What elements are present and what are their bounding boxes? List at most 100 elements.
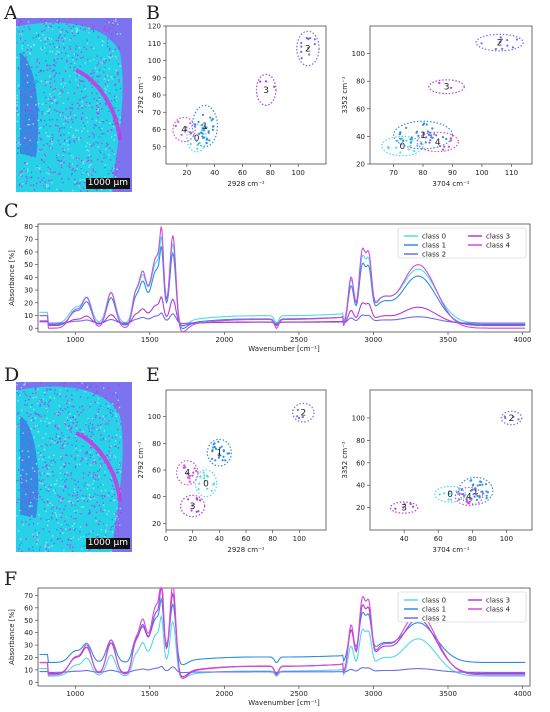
pixel: [16, 26, 18, 28]
pixel: [35, 79, 37, 82]
pixel: [49, 43, 51, 45]
pixel: [35, 36, 37, 38]
pixel: [23, 162, 26, 164]
pixel: [115, 526, 117, 528]
pixel: [71, 119, 73, 121]
scatter-point: [201, 127, 204, 130]
pixel: [53, 90, 55, 92]
y-tick-label: 100: [148, 57, 161, 65]
scatter-point: [300, 50, 303, 53]
pixel: [81, 107, 83, 109]
pixel: [71, 107, 73, 109]
pixel: [37, 430, 40, 433]
pixel: [27, 432, 29, 435]
pixel: [64, 86, 66, 88]
pixel: [77, 54, 79, 56]
pixel: [72, 550, 74, 552]
pixel: [46, 519, 48, 521]
pixel: [17, 84, 20, 87]
pixel: [43, 501, 45, 503]
pixel: [81, 173, 83, 175]
pixel: [77, 28, 79, 31]
pixel: [28, 494, 31, 496]
pixel: [88, 136, 91, 138]
pixel: [47, 166, 49, 169]
pixel: [46, 409, 48, 412]
pixel: [49, 502, 52, 504]
pixel: [25, 473, 28, 475]
pixel: [33, 43, 35, 46]
pixel: [37, 109, 40, 111]
pixel: [68, 165, 70, 167]
pixel: [68, 152, 70, 155]
pixel: [64, 438, 66, 440]
pixel: [54, 74, 56, 76]
pixel: [39, 382, 41, 384]
pixel: [84, 180, 86, 182]
scatter-point: [198, 482, 201, 485]
pixel: [64, 423, 67, 426]
pixel: [16, 384, 18, 386]
pixel: [83, 97, 86, 99]
pixel: [69, 46, 71, 48]
pixel: [81, 130, 83, 132]
scatter-point: [402, 506, 405, 509]
pixel: [78, 74, 80, 76]
pixel: [102, 511, 104, 513]
pixel: [67, 31, 69, 34]
pixel: [71, 405, 73, 408]
pixel: [35, 32, 38, 34]
scatter-point: [438, 144, 441, 148]
pixel: [71, 56, 74, 59]
pixel: [74, 488, 76, 490]
cluster-label: 2: [497, 39, 503, 49]
y-tick-label: 80: [24, 223, 33, 231]
pixel: [50, 171, 52, 174]
pixel: [18, 489, 20, 491]
pixel: [97, 116, 99, 119]
pixel: [19, 183, 21, 185]
y-tick-label: 40: [24, 274, 33, 282]
pixel: [60, 459, 63, 461]
pixel: [95, 416, 97, 418]
pixel: [89, 402, 92, 405]
pixel: [82, 112, 84, 114]
scatter-point: [506, 44, 509, 47]
pixel: [55, 53, 57, 55]
scatter-point: [210, 119, 213, 122]
scatter-point: [441, 136, 444, 139]
scatter-point: [428, 141, 431, 144]
pixel: [109, 92, 111, 94]
pixel: [81, 100, 84, 103]
pixel: [88, 143, 91, 146]
pixel: [88, 494, 91, 496]
pixel: [31, 546, 34, 548]
pixel: [18, 174, 21, 176]
pixel: [25, 521, 27, 523]
y-tick-label: 20: [24, 654, 33, 662]
pixel: [68, 425, 70, 427]
pixel: [59, 94, 61, 97]
pixel: [74, 465, 77, 468]
pixel: [38, 514, 40, 516]
scatter-point: [188, 477, 191, 480]
pixel: [40, 70, 42, 73]
pixel: [80, 411, 82, 414]
scatter-point: [504, 416, 507, 420]
cluster-label: 1: [202, 122, 208, 132]
pixel: [38, 127, 41, 130]
y-tick-label: 40: [356, 482, 365, 490]
pixel: [74, 504, 76, 506]
pixel: [19, 388, 21, 390]
scatter-point: [476, 494, 479, 497]
scatter-point: [407, 148, 410, 151]
cluster-label: 0: [203, 479, 209, 489]
pixel: [100, 423, 102, 426]
pixel: [83, 500, 85, 502]
pixel: [20, 538, 22, 540]
pixel: [58, 26, 60, 29]
pixel: [36, 58, 39, 60]
pixel: [24, 393, 27, 395]
pixel: [49, 422, 51, 424]
scatter-point: [458, 498, 461, 501]
